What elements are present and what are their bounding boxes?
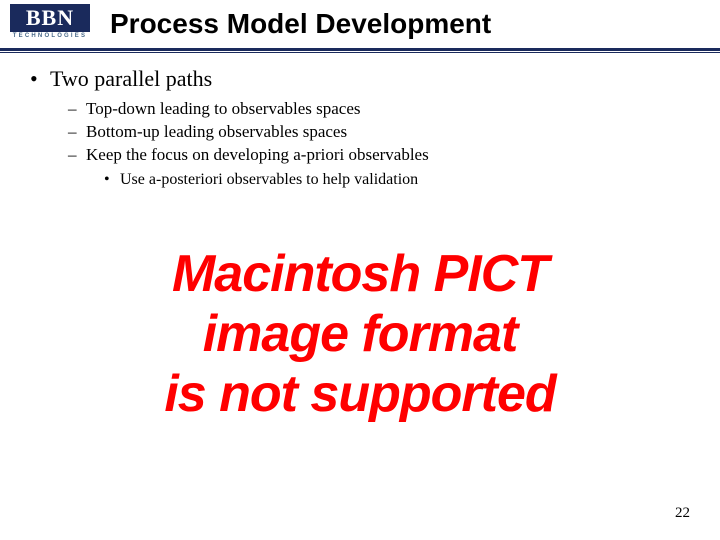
logo-subtext: TECHNOLOGIES	[10, 33, 90, 39]
bullet-level-1: Two parallel paths	[30, 66, 690, 92]
pict-error-text: Macintosh PICT image format is not suppo…	[0, 245, 720, 424]
page-number: 22	[675, 505, 690, 522]
pict-line-2: image format	[0, 305, 720, 365]
bullet-level-2: Keep the focus on developing a-priori ob…	[30, 144, 690, 167]
logo: BBN TECHNOLOGIES	[10, 4, 90, 44]
logo-box: BBN	[10, 4, 90, 32]
slide: BBN TECHNOLOGIES Process Model Developme…	[0, 0, 720, 540]
logo-text: BBN	[26, 7, 74, 29]
bullet-level-2: Top-down leading to observables spaces	[30, 98, 690, 121]
content-area: Two parallel paths Top-down leading to o…	[30, 66, 690, 191]
divider-thin	[0, 52, 720, 53]
slide-title: Process Model Development	[110, 8, 491, 40]
bullet-level-2: Bottom-up leading observables spaces	[30, 121, 690, 144]
header: BBN TECHNOLOGIES Process Model Developme…	[0, 0, 720, 58]
bullet-level-3: Use a-posteriori observables to help val…	[30, 169, 690, 191]
divider-thick	[0, 48, 720, 51]
pict-line-1: Macintosh PICT	[0, 245, 720, 305]
pict-line-3: is not supported	[0, 365, 720, 425]
